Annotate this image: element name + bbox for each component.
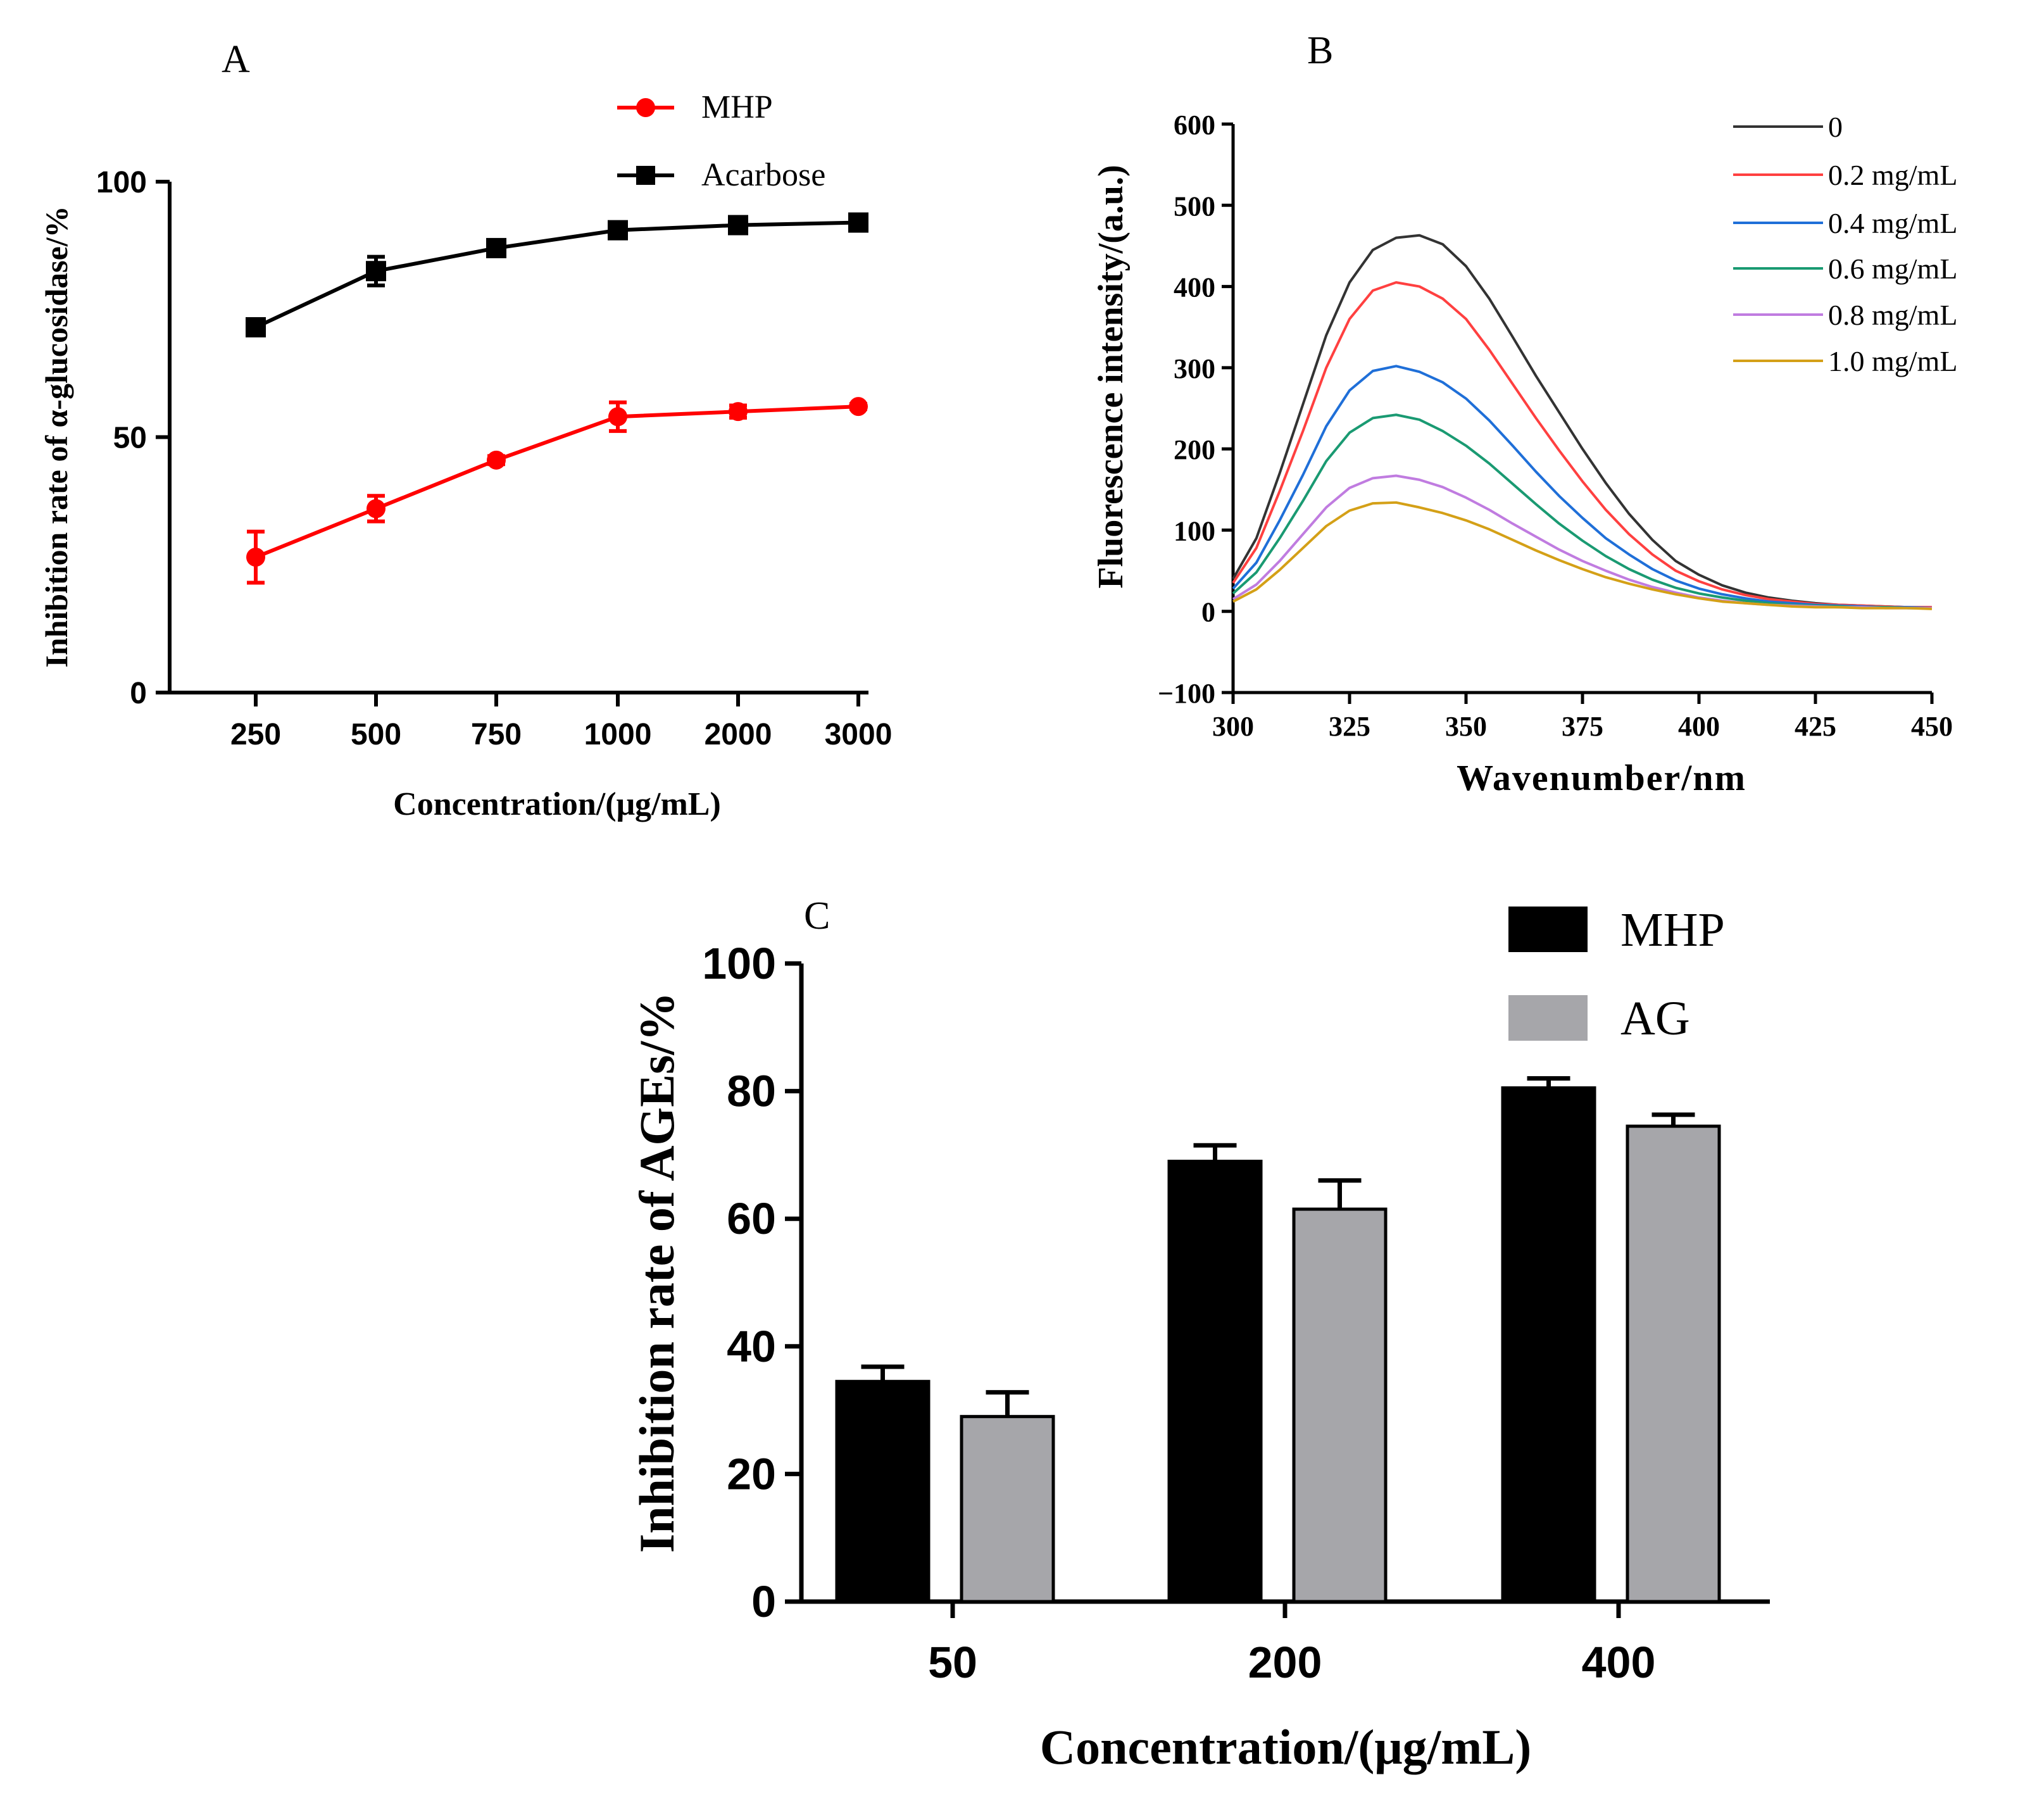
legend-acarbose-label: Acarbose xyxy=(701,157,825,193)
panel-b-legend: 0 0.2 mg/mL 0.4 mg/mL 0.6 mg/mL 0.8 mg/mL 1.0… xyxy=(1733,111,1957,377)
panel-c-bars xyxy=(835,1076,1721,1603)
panel-c-bar-ag xyxy=(1292,1207,1388,1603)
panel-b: B −100 0 100 200 300 400 500 600 300 325 350 375 40… xyxy=(1091,29,1957,798)
panel-c-x-tick-label: 400 xyxy=(1582,1638,1656,1687)
panel-c-y-tick-label: 0 xyxy=(751,1577,776,1626)
panel-a-x-tick-label: 2000 xyxy=(705,718,772,751)
panel-a-point-mhp xyxy=(729,402,748,422)
panel-a-point-acarbose xyxy=(366,261,386,282)
panel-c-x-tick-label: 200 xyxy=(1248,1638,1322,1687)
panel-a-line-mhp xyxy=(254,405,859,559)
panel-a-point-mhp xyxy=(608,407,627,427)
panel-a-point-acarbose xyxy=(486,237,506,258)
panel-b-series xyxy=(1232,234,1933,610)
panel-c-bar-mhp xyxy=(835,1379,931,1603)
panel-b-legend-label: 0.8 mg/mL xyxy=(1828,299,1957,331)
panel-c-label: C xyxy=(804,894,830,938)
panel-b-legend-label: 0.6 mg/mL xyxy=(1828,253,1957,285)
panel-a-y-tick-label: 50 xyxy=(113,422,147,455)
panel-b-y-tick-label: 300 xyxy=(1174,353,1215,384)
panel-b-y-tick-label: 500 xyxy=(1174,191,1215,222)
legend-acarbose-marker xyxy=(636,166,655,185)
panel-c-y-label: Inhibition rate of AGEs/% xyxy=(629,992,684,1553)
panel-b-y-tick-label: 200 xyxy=(1174,434,1215,465)
panel-a-point-acarbose xyxy=(608,220,628,241)
legend-c-mhp-swatch xyxy=(1508,907,1588,952)
panel-a-series xyxy=(246,212,868,585)
panel-a-label: A xyxy=(222,38,250,81)
panel-c-y-ticks: 0 20 40 60 80 100 xyxy=(702,939,801,1626)
panel-b-x-tick-label: 400 xyxy=(1678,711,1720,742)
panel-b-spectrum-0 xyxy=(1232,234,1932,609)
panel-a-legend: MHP Acarbose xyxy=(617,89,825,193)
panel-c-bar-ag xyxy=(960,1415,1055,1603)
panel-a-point-mhp xyxy=(246,548,265,567)
panel-b-x-tick-label: 300 xyxy=(1212,711,1254,742)
panel-b-spectrum-3 xyxy=(1232,413,1932,610)
panel-c: C 0 20 40 60 80 100 50 200 400 Concentration/(μ… xyxy=(629,894,1770,1774)
panel-b-legend-label: 0 xyxy=(1828,111,1843,143)
panel-b-x-tick-label: 325 xyxy=(1329,711,1370,742)
panel-a-x-tick-label: 1000 xyxy=(584,718,652,751)
panel-c-y-tick-label: 20 xyxy=(727,1449,776,1498)
panel-a-y-tick-label: 100 xyxy=(96,166,147,199)
panel-a-point-mhp xyxy=(487,450,506,470)
panel-b-y-tick-label: 100 xyxy=(1174,515,1215,546)
legend-mhp-marker xyxy=(636,98,655,117)
panel-b-y-tick-label: −100 xyxy=(1158,678,1215,709)
panel-a-point-acarbose xyxy=(246,317,266,337)
panel-b-spectrum-5 xyxy=(1232,501,1933,610)
panel-c-x-tick-label: 50 xyxy=(928,1638,977,1687)
panel-c-bar-mhp xyxy=(1167,1159,1263,1603)
panel-b-x-tick-label: 375 xyxy=(1562,711,1603,742)
panel-b-x-label: Wavenumber/nm xyxy=(1457,757,1746,798)
legend-mhp-label: MHP xyxy=(701,89,773,125)
panel-a-point-acarbose xyxy=(728,215,748,235)
panel-a: A 0 50 100 250 500 750 1000 2000 3000 Concentra… xyxy=(39,38,892,822)
legend-c-ag-swatch xyxy=(1508,995,1588,1041)
legend-c-ag-label: AG xyxy=(1620,992,1690,1045)
panel-b-y-ticks: −100 0 100 200 300 400 500 600 xyxy=(1158,110,1233,709)
panel-a-point-acarbose xyxy=(848,212,868,233)
panel-a-line-acarbose xyxy=(254,220,859,329)
legend-c-mhp-label: MHP xyxy=(1620,903,1725,957)
panel-b-x-tick-label: 425 xyxy=(1795,711,1836,742)
panel-b-spectrum-2 xyxy=(1232,365,1933,610)
panel-a-point-mhp xyxy=(849,397,868,417)
panel-a-y-label: Inhibition rate of α-glucosidase/% xyxy=(39,206,74,667)
panel-b-x-ticks: 300 325 350 375 400 425 450 xyxy=(1212,693,1953,742)
panel-b-x-tick-label: 450 xyxy=(1911,711,1953,742)
panel-c-legend: MHP AG xyxy=(1508,903,1725,1045)
panel-a-point-mhp xyxy=(367,499,385,518)
panel-b-y-tick-label: 0 xyxy=(1201,597,1215,628)
panel-a-x-ticks: 250 500 750 1000 2000 3000 xyxy=(230,693,892,751)
panel-a-y-ticks: 0 50 100 xyxy=(96,166,170,710)
panel-b-x-tick-label: 350 xyxy=(1445,711,1487,742)
panel-a-x-tick-label: 750 xyxy=(471,718,522,751)
panel-b-y-label: Fluorescence intensity/(a.u.) xyxy=(1091,165,1131,588)
panel-c-x-ticks: 50 200 400 xyxy=(928,1602,1655,1687)
panel-a-x-tick-label: 250 xyxy=(230,718,281,751)
panel-b-legend-label: 0.4 mg/mL xyxy=(1828,207,1957,239)
panel-b-spectrum-1 xyxy=(1232,281,1932,609)
panel-a-x-tick-label: 3000 xyxy=(825,718,893,751)
panel-b-y-tick-label: 400 xyxy=(1174,272,1215,303)
panel-c-x-label: Concentration/(μg/mL) xyxy=(1040,1719,1531,1774)
panel-b-legend-label: 0.2 mg/mL xyxy=(1828,159,1957,191)
panel-b-label: B xyxy=(1307,29,1333,72)
panel-c-bar-ag xyxy=(1626,1124,1721,1603)
panel-c-y-tick-label: 100 xyxy=(702,939,776,988)
panel-a-y-tick-label: 0 xyxy=(130,677,147,710)
panel-c-bar-mhp xyxy=(1501,1086,1596,1603)
panel-c-y-tick-label: 80 xyxy=(727,1067,776,1116)
panel-c-y-tick-label: 40 xyxy=(727,1322,776,1371)
panel-b-legend-label: 1.0 mg/mL xyxy=(1828,345,1957,377)
panel-a-x-tick-label: 500 xyxy=(351,718,401,751)
panel-a-x-label: Concentration/(μg/mL) xyxy=(393,786,721,822)
panel-b-y-tick-label: 600 xyxy=(1174,110,1215,141)
panel-c-y-tick-label: 60 xyxy=(727,1194,776,1243)
